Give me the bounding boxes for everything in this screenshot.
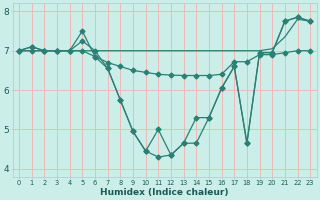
X-axis label: Humidex (Indice chaleur): Humidex (Indice chaleur) bbox=[100, 188, 229, 197]
